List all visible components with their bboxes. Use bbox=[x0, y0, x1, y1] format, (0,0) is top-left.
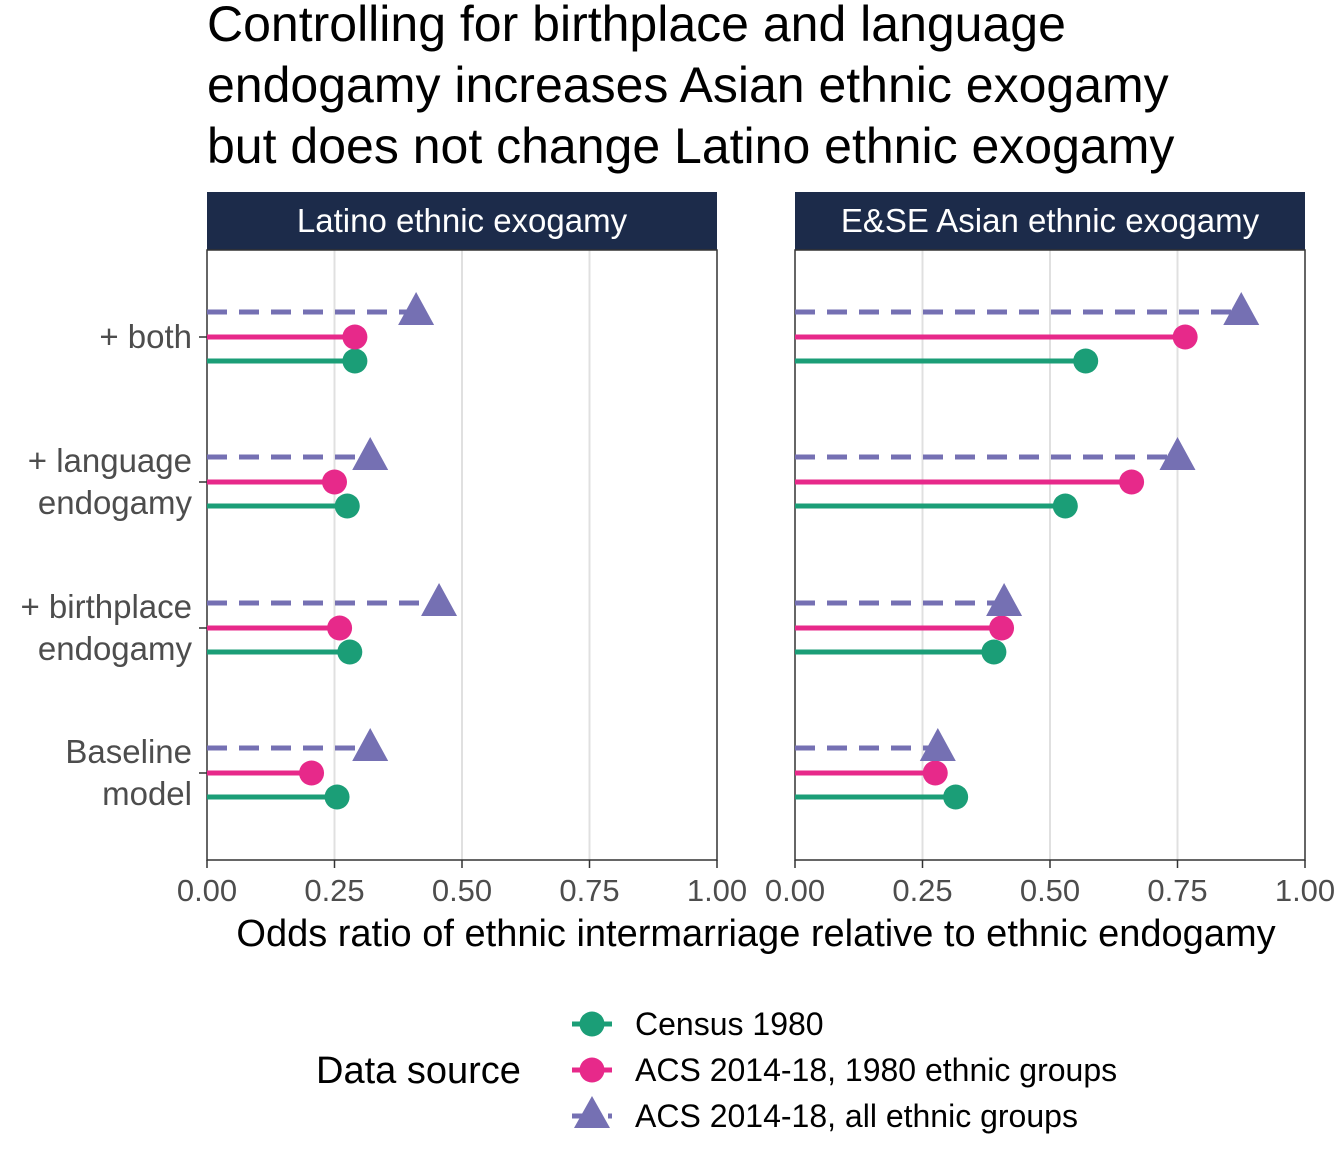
legend-key-triangle bbox=[574, 1096, 610, 1128]
series-point bbox=[337, 639, 363, 665]
x-tick-label: 0.75 bbox=[559, 873, 619, 908]
series-point bbox=[1073, 348, 1099, 374]
y-category-label: Baseline bbox=[65, 733, 192, 770]
chart-title-line: endogamy increases Asian ethnic exogamy bbox=[207, 57, 1169, 113]
series-point bbox=[981, 639, 1007, 665]
series-point bbox=[398, 292, 435, 325]
series-point bbox=[322, 469, 347, 495]
x-tick-label: 0.00 bbox=[177, 873, 237, 908]
series-point bbox=[342, 348, 368, 374]
legend-label: ACS 2014-18, all ethnic groups bbox=[635, 1098, 1078, 1134]
chart-title-line: but does not change Latino ethnic exogam… bbox=[207, 118, 1174, 174]
series-point bbox=[334, 493, 360, 519]
y-category-label: + birthplace bbox=[20, 588, 192, 625]
series-point bbox=[342, 324, 368, 350]
series-point bbox=[1052, 493, 1078, 519]
x-tick-label: 0.25 bbox=[892, 873, 952, 908]
series-point bbox=[922, 760, 948, 786]
y-category-label: + both bbox=[99, 318, 192, 355]
x-tick-label: 1.00 bbox=[687, 873, 747, 908]
legend-key-circle bbox=[579, 1057, 605, 1083]
chart-title-line: Controlling for birthplace and language bbox=[207, 0, 1066, 52]
series-point bbox=[421, 583, 458, 616]
series-point bbox=[352, 728, 389, 761]
series-point bbox=[986, 583, 1023, 616]
panel-title: E&SE Asian ethnic exogamy bbox=[841, 202, 1260, 239]
y-category-label: + language bbox=[28, 442, 192, 479]
x-axis-label: Odds ratio of ethnic intermarriage relat… bbox=[236, 913, 1275, 955]
series-point bbox=[327, 615, 353, 641]
series-point bbox=[943, 784, 969, 810]
legend-label: ACS 2014-18, 1980 ethnic groups bbox=[635, 1052, 1117, 1088]
x-tick-label: 1.00 bbox=[1275, 873, 1335, 908]
panel-strip bbox=[207, 192, 717, 250]
series-point bbox=[1159, 437, 1196, 470]
legend-title: Data source bbox=[316, 1050, 521, 1092]
x-tick-label: 0.25 bbox=[304, 873, 364, 908]
y-category-label: endogamy bbox=[38, 630, 193, 667]
x-tick-label: 0.75 bbox=[1147, 873, 1207, 908]
series-point bbox=[352, 437, 389, 470]
y-category-label: endogamy bbox=[38, 484, 193, 521]
x-tick-label: 0.50 bbox=[432, 873, 492, 908]
y-category-label: model bbox=[102, 775, 192, 812]
series-point bbox=[1223, 292, 1260, 325]
x-tick-label: 0.50 bbox=[1020, 873, 1080, 908]
series-point bbox=[1119, 469, 1145, 495]
series-point bbox=[919, 728, 956, 761]
legend-label: Census 1980 bbox=[635, 1006, 824, 1042]
series-point bbox=[989, 615, 1015, 641]
series-point bbox=[1172, 324, 1198, 350]
panel-strip bbox=[795, 192, 1305, 250]
legend-key-circle bbox=[579, 1011, 605, 1037]
series-point bbox=[299, 760, 325, 786]
panel-title: Latino ethnic exogamy bbox=[297, 202, 628, 239]
x-tick-label: 0.00 bbox=[765, 873, 825, 908]
series-point bbox=[324, 784, 350, 810]
